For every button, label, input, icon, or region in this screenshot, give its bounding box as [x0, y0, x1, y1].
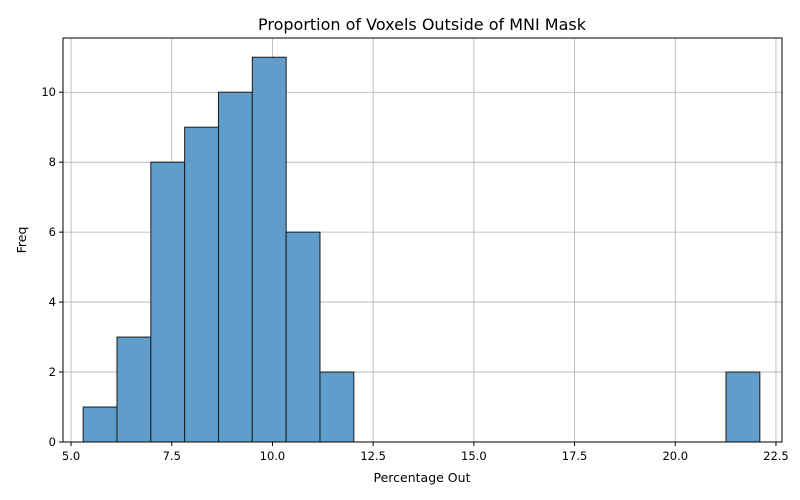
x-tick-label: 7.5 [163, 449, 181, 463]
histogram-bar [116, 336, 152, 443]
axes: 5.0 7.5 10.0 12.5 15.0 17.5 20.0 22.5 0 2 4 6 8 10 [41, 37, 789, 463]
chart-title: Proportion of Voxels Outside of MNI Mask [258, 15, 587, 34]
x-tick-label: 12.5 [360, 449, 386, 463]
y-tick-label: 8 [49, 155, 56, 169]
y-tick-label: 0 [49, 435, 56, 449]
x-tick-label: 20.0 [662, 449, 688, 463]
x-axis-label: Percentage Out [374, 470, 471, 485]
x-tick-label: 17.5 [562, 449, 588, 463]
x-tick-label: 10.0 [260, 449, 286, 463]
histogram-bar [285, 231, 321, 443]
histogram-bar [150, 161, 186, 443]
histogram-bar [184, 126, 219, 443]
x-tick-label: 22.5 [763, 449, 789, 463]
histogram-bar [82, 406, 118, 443]
histogram-bar [319, 371, 355, 443]
y-axis-label: Freq [14, 227, 29, 254]
histogram-bar [217, 91, 253, 443]
y-tick-label: 2 [49, 365, 56, 379]
y-tick-label: 4 [49, 295, 56, 309]
y-tick-label: 6 [49, 225, 56, 239]
x-tick-label: 15.0 [461, 449, 487, 463]
y-tick-label: 10 [41, 85, 56, 99]
bars [82, 56, 761, 443]
histogram-bar [251, 56, 287, 443]
x-tick-label: 5.0 [62, 449, 80, 463]
histogram-bar [725, 371, 761, 443]
plot-frame [62, 37, 783, 443]
